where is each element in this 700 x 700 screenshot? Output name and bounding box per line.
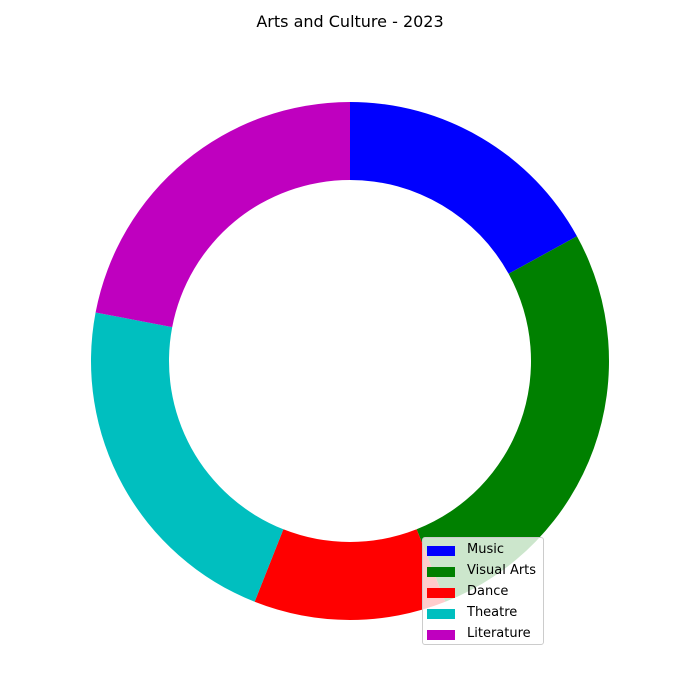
slice-theatre — [90, 312, 284, 602]
legend-swatch — [427, 567, 455, 577]
legend-item: Theatre — [423, 604, 543, 625]
legend-label: Dance — [467, 584, 509, 599]
chart-title: Arts and Culture - 2023 — [256, 12, 444, 31]
legend-swatch — [427, 546, 455, 556]
legend-label: Theatre — [467, 605, 518, 620]
legend-item: Music — [423, 541, 543, 562]
legend-label: Literature — [467, 626, 531, 641]
legend-label: Visual Arts — [467, 563, 537, 578]
legend-item: Visual Arts — [423, 562, 543, 583]
legend-swatch — [427, 630, 455, 640]
legend-label: Music — [467, 542, 504, 557]
legend-item: Literature — [423, 625, 543, 646]
legend: Music Visual Arts Dance Theatre Literature — [422, 537, 544, 645]
slice-literature — [95, 102, 350, 328]
slice-dance — [254, 529, 446, 620]
legend-swatch — [427, 588, 455, 598]
slice-music — [350, 102, 577, 274]
legend-item: Dance — [423, 583, 543, 604]
slice-visual-arts — [416, 236, 610, 602]
legend-swatch — [427, 609, 455, 619]
